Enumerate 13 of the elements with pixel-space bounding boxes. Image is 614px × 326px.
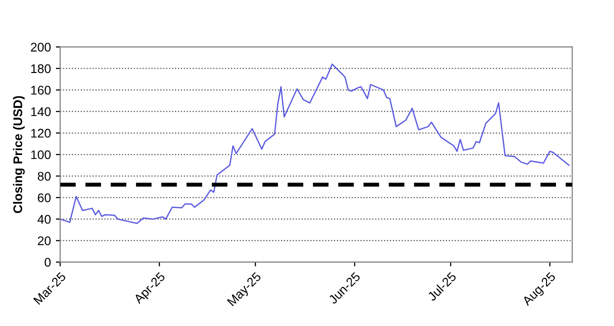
y-tick-label: 140 <box>31 107 51 116</box>
y-tick-label: 40 <box>38 214 51 224</box>
y-tick-label: 180 <box>31 64 51 74</box>
line-series <box>60 64 570 224</box>
y-tick-label: 0 <box>44 258 51 267</box>
y-tick-label: 80 <box>38 172 51 181</box>
y-tick-label: 100 <box>31 150 51 160</box>
y-tick-label: 60 <box>38 193 51 202</box>
y-tick-label: 120 <box>31 128 51 138</box>
y-tick-label: 200 <box>30 42 51 52</box>
y-tick-label: 20 <box>38 236 51 246</box>
y-tick-label: 160 <box>31 86 51 95</box>
y-axis-title: Closing Price (USD) <box>13 96 25 214</box>
